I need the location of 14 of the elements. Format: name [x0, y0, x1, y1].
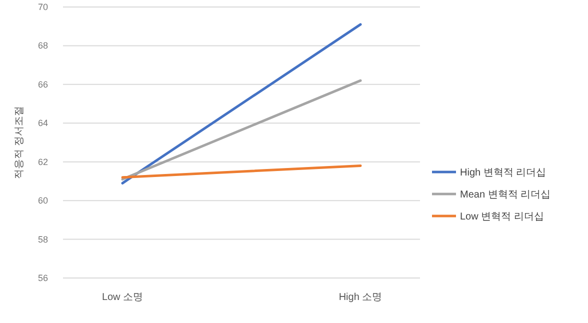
legend-label: Low 변혁적 리더십	[460, 212, 544, 222]
y-tick-label: 64	[38, 118, 48, 128]
legend-label: Mean 변혁적 리더십	[460, 190, 551, 200]
legend-label: High 변혁적 리더십	[460, 168, 546, 178]
y-tick-label: 62	[38, 156, 48, 167]
y-tick-label: 60	[38, 196, 48, 206]
y-tick-label: 68	[38, 40, 48, 51]
y-tick-label: 58	[38, 234, 48, 244]
y-tick-label: 56	[38, 273, 48, 283]
x-tick-label: Low 소명	[102, 292, 144, 303]
y-tick-label: 66	[38, 79, 48, 90]
y-axis-title: 적응적 정서조절	[14, 106, 25, 179]
y-tick-label: 70	[38, 2, 48, 12]
x-tick-label: High 소명	[338, 292, 382, 303]
